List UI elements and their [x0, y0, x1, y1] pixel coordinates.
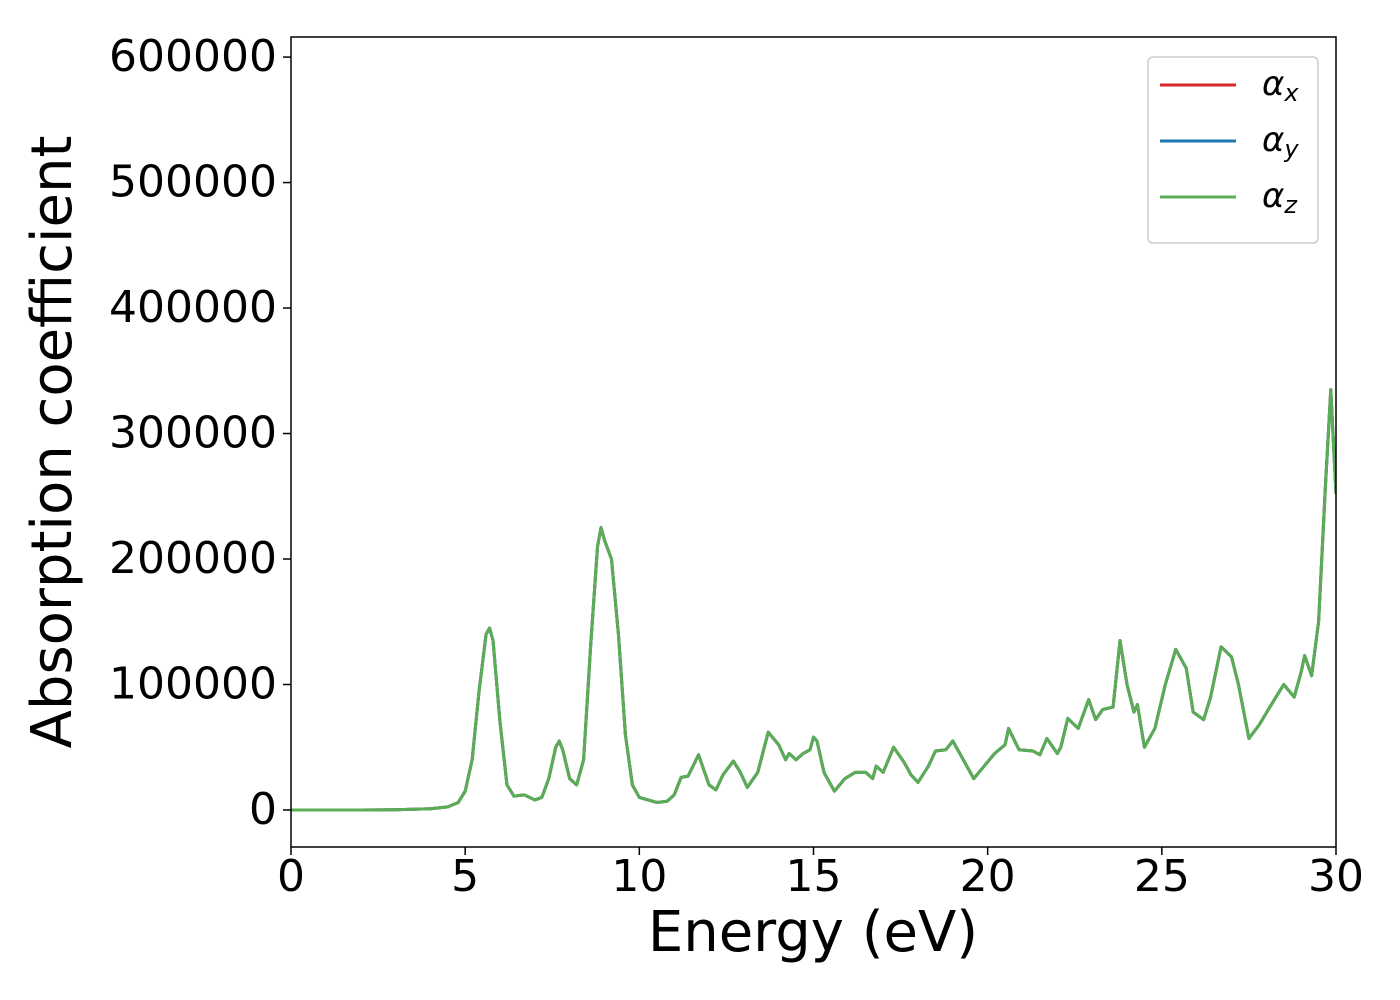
y-axis-label: Absorption coefficient	[20, 136, 85, 749]
line-series	[291, 388, 1336, 812]
y-tick-label: 600000	[109, 31, 277, 82]
x-tick-label: 5	[451, 851, 479, 902]
legend-label: αy	[1262, 120, 1299, 164]
legend-label: αz	[1262, 176, 1298, 220]
x-axis-label: Energy (eV)	[648, 900, 978, 965]
y-tick-label: 100000	[109, 658, 277, 709]
y-tick-label: 200000	[109, 533, 277, 584]
y-tick-label: 500000	[109, 157, 277, 208]
y-tick-label: 400000	[109, 282, 277, 333]
y-tick-label: 300000	[109, 408, 277, 459]
line-series	[291, 388, 1336, 812]
x-tick-label: 15	[786, 851, 842, 902]
x-tick-label: 10	[611, 851, 667, 902]
x-tick-label: 25	[1134, 851, 1190, 902]
line-series	[291, 388, 1336, 812]
plot-frame	[290, 36, 1337, 848]
x-tick-label: 30	[1308, 851, 1364, 902]
y-tick-label: 0	[249, 784, 277, 835]
x-tick-label: 20	[960, 851, 1016, 902]
legend-label: αx	[1262, 64, 1299, 108]
x-tick-label: 0	[277, 851, 305, 902]
